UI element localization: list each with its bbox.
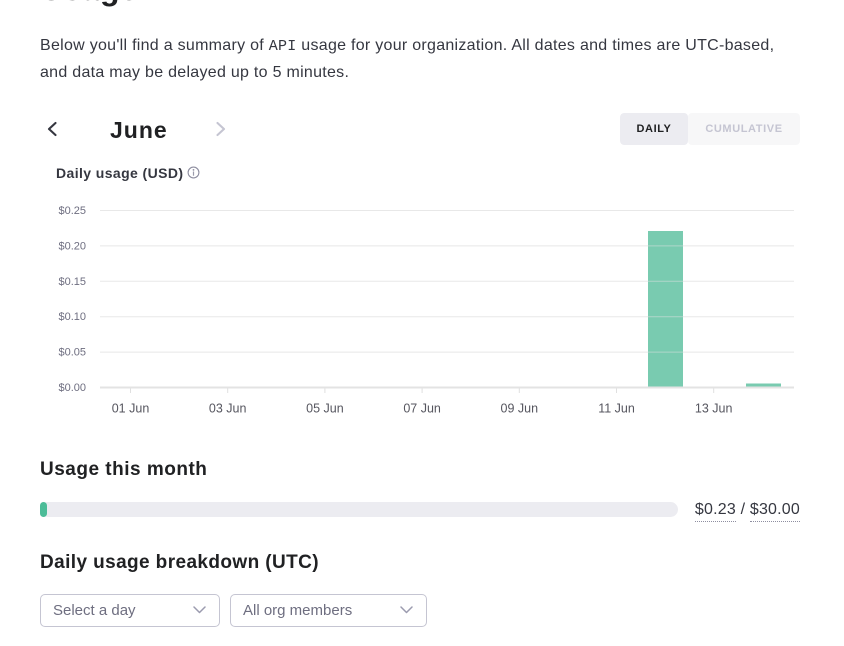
svg-text:$0.20: $0.20 xyxy=(58,240,86,252)
svg-text:03 Jun: 03 Jun xyxy=(209,402,247,416)
svg-text:$0.15: $0.15 xyxy=(58,276,86,288)
svg-text:$0.05: $0.05 xyxy=(58,347,86,359)
svg-text:05 Jun: 05 Jun xyxy=(306,402,344,416)
svg-text:09 Jun: 09 Jun xyxy=(501,402,539,416)
svg-text:11 Jun: 11 Jun xyxy=(598,402,635,416)
svg-text:$0.10: $0.10 xyxy=(58,311,86,323)
svg-text:01 Jun: 01 Jun xyxy=(112,402,150,416)
svg-text:07 Jun: 07 Jun xyxy=(403,402,441,416)
svg-text:13 Jun: 13 Jun xyxy=(695,402,733,416)
svg-text:$0.25: $0.25 xyxy=(58,205,86,217)
svg-text:$0.00: $0.00 xyxy=(58,382,86,394)
